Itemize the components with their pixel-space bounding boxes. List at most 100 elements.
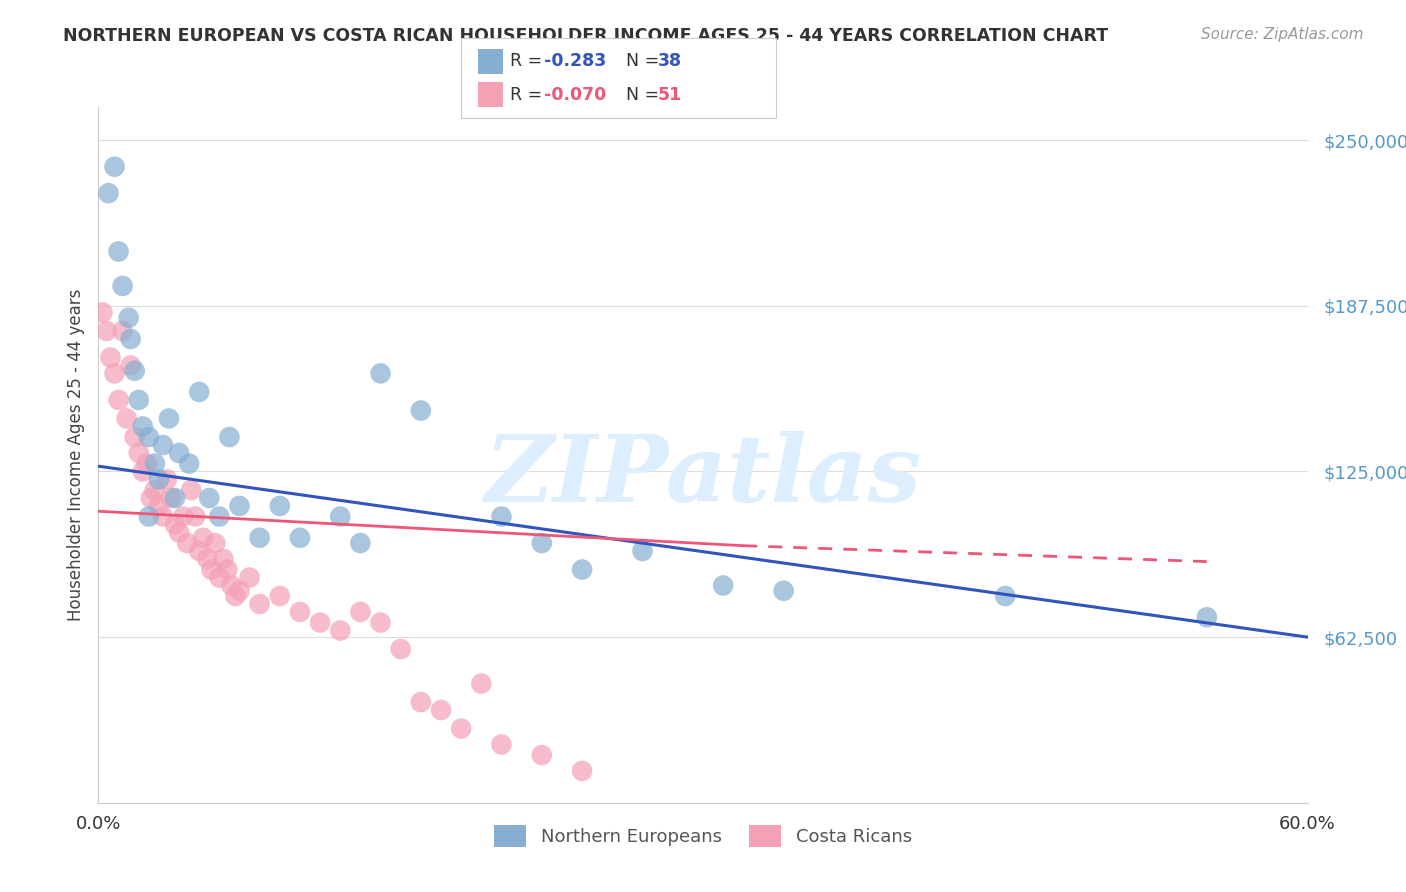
Point (195, 552, 218, 566)
Point (179, 457, 201, 471)
Point (156, 472, 179, 486)
Point (288, 605, 311, 619)
Point (269, 589, 291, 603)
Point (491, 509, 513, 524)
Point (224, 589, 246, 603)
Point (157, 411, 180, 425)
Point (228, 583, 250, 598)
Point (188, 544, 211, 558)
Point (91, 305, 114, 319)
Point (329, 624, 352, 638)
Point (143, 483, 166, 497)
Point (212, 552, 235, 566)
Point (118, 310, 141, 325)
Point (124, 430, 146, 444)
Point (309, 615, 332, 630)
Point (228, 499, 250, 513)
Y-axis label: Householder Income Ages 25 - 44 years: Householder Income Ages 25 - 44 years (66, 289, 84, 621)
Point (349, 605, 371, 619)
Text: ZIPatlas: ZIPatlas (485, 431, 921, 521)
Point (167, 525, 190, 540)
Point (111, 324, 134, 338)
Point (160, 491, 183, 505)
Text: N =: N = (626, 53, 665, 70)
Point (631, 544, 654, 558)
Point (249, 597, 271, 611)
Point (132, 419, 155, 434)
Point (389, 642, 412, 657)
Point (218, 430, 240, 444)
Point (176, 536, 198, 550)
Point (163, 491, 186, 505)
Point (135, 457, 157, 471)
Point (115, 411, 138, 425)
Point (530, 536, 553, 550)
Point (103, 367, 125, 381)
Point (208, 570, 231, 584)
Point (217, 563, 239, 577)
Text: -0.070: -0.070 (544, 86, 606, 103)
Point (120, 332, 142, 346)
Point (152, 509, 174, 524)
Point (409, 695, 432, 709)
Text: N =: N = (626, 86, 665, 103)
Point (198, 491, 221, 505)
Point (107, 244, 129, 259)
Point (370, 367, 392, 381)
Point (148, 472, 170, 486)
Point (111, 279, 134, 293)
Point (249, 531, 271, 545)
Point (204, 536, 226, 550)
Point (139, 491, 162, 505)
Point (200, 563, 222, 577)
Legend: Northern Europeans, Costa Ricans: Northern Europeans, Costa Ricans (485, 816, 921, 856)
Point (128, 446, 150, 460)
Text: -0.283: -0.283 (544, 53, 606, 70)
Point (239, 570, 262, 584)
Point (571, 764, 593, 778)
Point (349, 536, 371, 550)
Point (120, 359, 142, 373)
Point (184, 509, 207, 524)
Point (107, 392, 129, 407)
Point (124, 364, 146, 378)
Point (180, 483, 202, 497)
Point (97, 186, 120, 201)
Point (128, 392, 150, 407)
Point (103, 160, 125, 174)
Point (96, 324, 118, 338)
Point (1195, 610, 1218, 624)
Point (172, 509, 194, 524)
Text: NORTHERN EUROPEAN VS COSTA RICAN HOUSEHOLDER INCOME AGES 25 - 44 YEARS CORRELATI: NORTHERN EUROPEAN VS COSTA RICAN HOUSEHO… (63, 27, 1108, 45)
Point (208, 509, 231, 524)
Point (148, 499, 170, 513)
Point (994, 589, 1017, 603)
Text: 51: 51 (658, 86, 682, 103)
Point (430, 703, 453, 717)
Text: Source: ZipAtlas.com: Source: ZipAtlas.com (1201, 27, 1364, 42)
Point (221, 578, 243, 592)
Point (152, 438, 174, 452)
Point (409, 403, 432, 417)
Point (470, 676, 492, 690)
Text: R =: R = (510, 53, 548, 70)
Point (491, 738, 513, 752)
Point (138, 509, 160, 524)
Point (167, 446, 190, 460)
Point (143, 457, 166, 471)
Point (288, 531, 311, 545)
Point (571, 563, 593, 577)
Point (132, 465, 155, 479)
Point (772, 583, 794, 598)
Point (450, 722, 472, 736)
Point (329, 509, 352, 524)
Point (138, 430, 160, 444)
Point (100, 351, 122, 365)
Point (193, 531, 215, 545)
Text: 38: 38 (658, 53, 682, 70)
Point (370, 615, 392, 630)
Point (711, 578, 734, 592)
Point (163, 517, 186, 532)
Point (530, 748, 553, 763)
Point (269, 499, 291, 513)
